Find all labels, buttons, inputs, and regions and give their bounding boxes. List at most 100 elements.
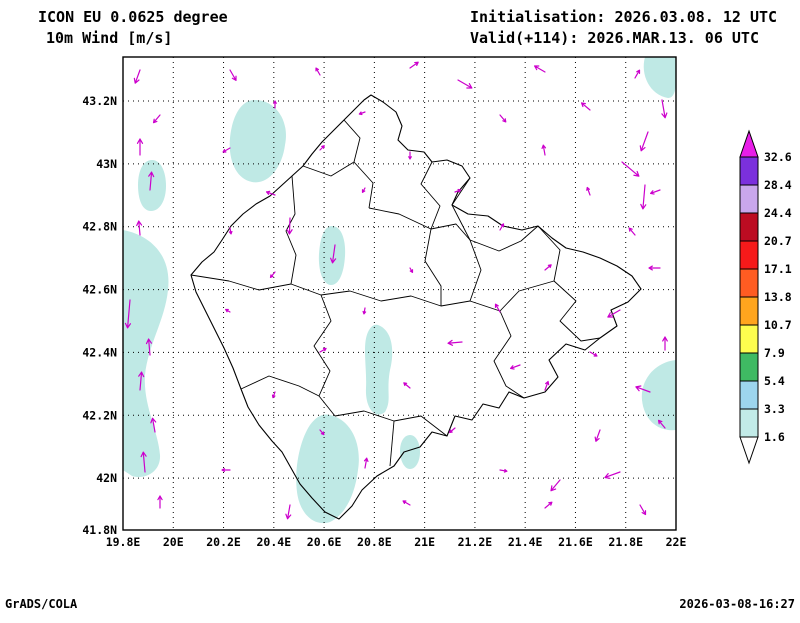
- valid-time-label: Valid(+114): 2026.MAR.13. 06 UTC: [470, 29, 759, 47]
- wind-vector: [661, 99, 668, 119]
- wind-speed-shading-layer: [123, 57, 676, 524]
- wind-vector: [319, 347, 327, 353]
- kosovo-boundaries-layer: [190, 94, 642, 520]
- wind-vector: [229, 69, 237, 81]
- colorbar-band: [739, 240, 759, 270]
- lat-tick-label: 42.2N: [82, 408, 117, 422]
- wind-vector: [409, 267, 414, 273]
- wind-vector: [363, 457, 369, 469]
- wind-vector: [594, 429, 601, 442]
- wind-vector: [494, 303, 501, 313]
- wind-vector: [136, 138, 144, 156]
- wind-vector: [228, 227, 233, 235]
- colorbar-tick-label: 28.4: [764, 178, 792, 192]
- grads-credit-label: GrADS/COLA: [5, 597, 78, 611]
- lon-tick-label: 19.8E: [106, 535, 141, 549]
- wind-vector: [534, 65, 546, 73]
- wind-vector: [628, 227, 636, 236]
- wind-vector: [586, 186, 591, 196]
- wind-vector: [657, 419, 666, 429]
- shaded-wind-area: [138, 160, 166, 211]
- district-boundary: [499, 280, 555, 312]
- colorbar-legend: 1.6 3.3 5.4 7.9 10.7 13.8 17.1 20.7 24.4 28.4 32.6: [739, 129, 792, 465]
- wind-vector: [454, 188, 462, 193]
- wind-vector: [408, 151, 412, 160]
- shaded-wind-area: [123, 230, 169, 478]
- lat-tick-label: 42.8N: [82, 220, 117, 234]
- shaded-wind-area: [641, 360, 676, 431]
- parameter-title: 10m Wind [m/s]: [46, 29, 172, 47]
- lon-tick-label: 20.6E: [307, 535, 342, 549]
- wind-vector: [447, 339, 463, 346]
- lon-tick-label: 20.8E: [357, 535, 392, 549]
- colorbar-band: [739, 380, 759, 410]
- wind-vector: [271, 391, 276, 399]
- wind-vector: [403, 382, 411, 389]
- wind-vector: [621, 161, 640, 177]
- wind-vector: [124, 299, 132, 329]
- colorbar-top-triangle: [739, 129, 759, 158]
- lat-tick-label: 42N: [96, 471, 117, 485]
- district-boundary: [537, 225, 601, 342]
- district-boundary: [349, 290, 501, 312]
- lat-lon-grid-layer: [122, 56, 677, 531]
- wind-vector: [152, 114, 161, 124]
- wind-vector: [148, 171, 155, 191]
- colorbar-tick-label: 24.4: [764, 206, 792, 220]
- district-boundary: [493, 310, 525, 399]
- wind-vector: [402, 500, 411, 506]
- colorbar-band: [739, 408, 759, 438]
- wind-vector: [409, 61, 419, 69]
- wind-vector: [634, 69, 641, 79]
- wind-vector: [639, 504, 647, 516]
- wind-vector: [648, 265, 661, 271]
- colorbar-band: [739, 156, 759, 186]
- wind-vector: [222, 147, 231, 153]
- shaded-wind-area: [364, 324, 393, 415]
- wind-vector: [580, 102, 591, 111]
- wind-vector: [221, 468, 231, 472]
- axis-labels-layer: 19.8E 20E 20.2E 20.4E 20.6E 20.8E 21E 21.2E 21.4…: [82, 94, 686, 549]
- district-boundary: [424, 228, 442, 306]
- wind-vectors-layer: [124, 61, 668, 520]
- colorbar-band: [739, 184, 759, 214]
- colorbar-tick-label: 17.1: [764, 262, 792, 276]
- colorbar-bottom-triangle: [739, 436, 759, 465]
- shaded-wind-area: [229, 100, 286, 183]
- wind-vector: [639, 131, 649, 152]
- plot-frame: [122, 56, 677, 531]
- district-boundary: [190, 274, 351, 296]
- wind-vector: [285, 504, 292, 520]
- colorbar-tick-label: 1.6: [764, 430, 785, 444]
- lon-tick-label: 22E: [666, 535, 687, 549]
- wind-vector: [150, 417, 157, 433]
- lat-tick-label: 41.8N: [82, 523, 117, 537]
- lon-tick-label: 21.6E: [558, 535, 593, 549]
- district-boundary: [368, 207, 471, 241]
- creation-timestamp-label: 2026-03-08-16:27: [679, 597, 795, 611]
- wind-vector: [544, 264, 552, 271]
- colorbar-band: [739, 352, 759, 382]
- wind-vector: [157, 495, 163, 509]
- colorbar-band: [739, 324, 759, 354]
- colorbar-tick-label: 7.9: [764, 346, 785, 360]
- wind-vector: [358, 111, 366, 116]
- wind-vector: [589, 351, 598, 357]
- colorbar-tick-label: 3.3: [764, 402, 785, 416]
- wind-vector: [138, 371, 145, 391]
- wind-vector: [330, 244, 337, 264]
- wind-vector: [550, 479, 561, 492]
- wind-vector: [544, 380, 550, 391]
- colorbar-tick-label: 5.4: [764, 374, 785, 388]
- wind-vector: [662, 336, 668, 351]
- wind-vector: [499, 223, 505, 231]
- wind-vector: [541, 144, 547, 156]
- colorbar-tick-label: 13.8: [764, 290, 792, 304]
- shaded-wind-area: [400, 435, 420, 469]
- wind-vector: [650, 189, 661, 195]
- wind-vector: [319, 145, 325, 151]
- colorbar-band: [739, 212, 759, 242]
- init-time-label: Initialisation: 2026.03.08. 12 UTC: [470, 8, 777, 26]
- wind-vector: [607, 309, 621, 318]
- wind-vector: [133, 69, 141, 84]
